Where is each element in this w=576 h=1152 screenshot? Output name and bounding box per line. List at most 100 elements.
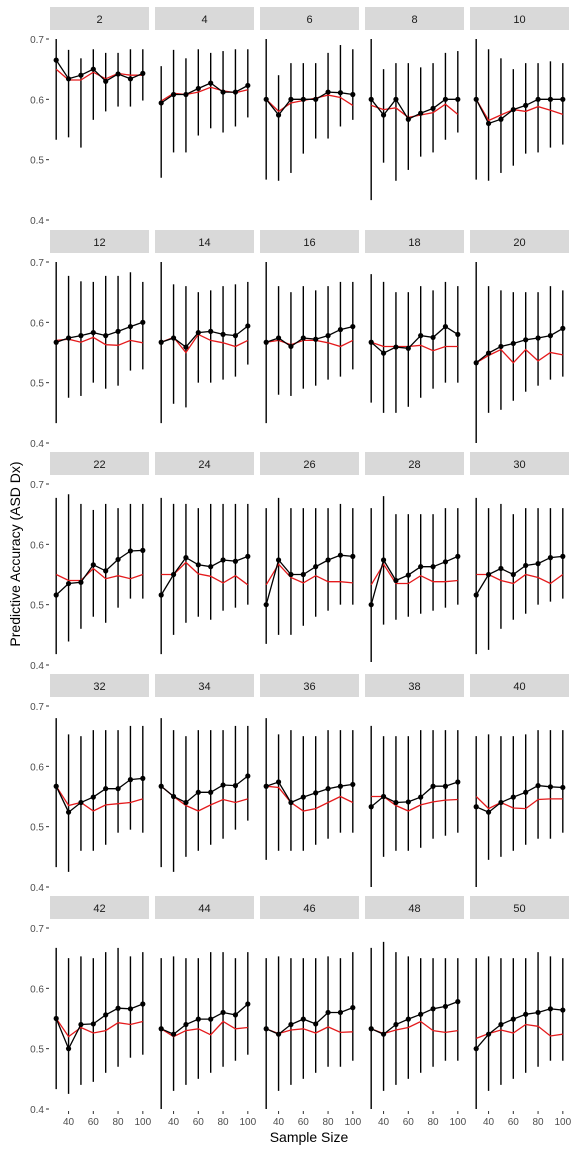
panel-20: 20 <box>470 230 569 443</box>
panel-4: 4 <box>155 7 254 178</box>
x-tick-label: 60 <box>193 1117 205 1128</box>
data-point <box>485 809 492 815</box>
strip-background <box>50 674 149 697</box>
strip-label: 24 <box>198 459 210 471</box>
panel-46: 46 40 60 80 100 <box>260 896 362 1128</box>
data-point <box>380 557 387 563</box>
data-point <box>313 564 319 570</box>
data-point <box>498 116 504 122</box>
x-tick-label: 60 <box>298 1117 310 1128</box>
y-tick-label: 0.7 <box>30 702 44 713</box>
x-tick-label: 100 <box>449 1117 466 1128</box>
x-tick-label: 40 <box>378 1117 390 1128</box>
strip-background <box>50 7 149 30</box>
data-point <box>405 1016 411 1022</box>
data-point <box>405 116 411 122</box>
data-point <box>53 592 59 598</box>
data-point <box>183 91 189 98</box>
strip-label: 34 <box>198 681 210 693</box>
data-point <box>473 1046 479 1052</box>
data-point <box>523 1011 529 1017</box>
y-tick-label: 0.5 <box>30 601 44 612</box>
data-point <box>337 552 344 558</box>
data-point <box>547 784 554 790</box>
data-point <box>170 91 177 98</box>
data-point <box>300 571 306 578</box>
data-point <box>430 1006 436 1012</box>
data-point <box>115 328 121 334</box>
data-point <box>115 556 121 563</box>
strip-label: 30 <box>513 459 525 471</box>
panel-26: 26 <box>260 452 359 644</box>
data-point <box>65 335 72 341</box>
data-point <box>418 794 424 800</box>
data-point <box>430 564 436 570</box>
y-tick-label: 0.4 <box>30 661 44 672</box>
data-point <box>208 80 214 86</box>
data-point <box>245 1001 251 1007</box>
data-point <box>300 96 306 102</box>
data-point <box>170 335 177 341</box>
strip-background <box>365 230 464 253</box>
data-point <box>103 786 109 792</box>
strip-background <box>470 230 569 253</box>
data-point <box>430 105 436 111</box>
data-point <box>313 1021 319 1027</box>
x-tick-label: 40 <box>483 1117 495 1128</box>
data-point <box>337 1009 344 1016</box>
red-series-line <box>56 336 143 346</box>
strip-background <box>470 896 569 919</box>
data-point <box>220 89 226 95</box>
data-point <box>337 326 344 333</box>
strip-background <box>260 896 359 919</box>
data-point <box>53 783 59 789</box>
data-point <box>560 1007 566 1013</box>
data-point <box>350 1005 356 1011</box>
strip-label: 14 <box>198 237 210 249</box>
panel-24: 24 <box>155 452 254 655</box>
data-point <box>288 96 294 102</box>
data-point <box>127 76 134 82</box>
data-point <box>183 344 189 350</box>
data-point <box>232 783 239 789</box>
panel-10: 10 <box>470 7 569 181</box>
data-point <box>473 360 479 366</box>
data-point <box>535 783 541 789</box>
panel-36: 36 <box>260 674 359 860</box>
data-point <box>455 331 461 337</box>
x-tick-label: 80 <box>113 1117 125 1128</box>
data-point <box>263 783 269 789</box>
data-point <box>473 804 479 810</box>
data-point <box>418 110 424 116</box>
red-series-line <box>55 1018 143 1038</box>
x-tick-label: 80 <box>218 1117 230 1128</box>
data-point <box>325 786 331 792</box>
data-point <box>393 799 399 806</box>
y-tick-label: 0.7 <box>30 924 44 935</box>
data-point <box>115 786 121 792</box>
data-point <box>380 793 387 800</box>
data-point <box>288 571 294 578</box>
data-point <box>325 1009 331 1016</box>
strip-background <box>470 7 569 30</box>
data-point <box>90 1021 96 1027</box>
panel-12: 12 0.4 0.5 0.6 0.7 <box>30 230 149 450</box>
data-point <box>208 564 214 570</box>
data-point <box>380 350 387 356</box>
data-point <box>510 340 516 347</box>
data-point <box>65 809 72 815</box>
data-point <box>510 106 516 113</box>
strip-background <box>365 896 464 919</box>
panel-48: 48 40 60 80 100 <box>365 896 467 1128</box>
data-point <box>535 335 541 341</box>
data-point <box>523 102 529 108</box>
data-point <box>368 804 374 810</box>
strip-label: 20 <box>513 237 525 249</box>
x-tick-label: 60 <box>508 1117 520 1128</box>
data-point <box>232 558 239 564</box>
panel-22: 22 0.4 0.5 0.6 0.7 <box>30 452 149 672</box>
data-point <box>53 1015 59 1022</box>
data-point <box>455 999 461 1005</box>
